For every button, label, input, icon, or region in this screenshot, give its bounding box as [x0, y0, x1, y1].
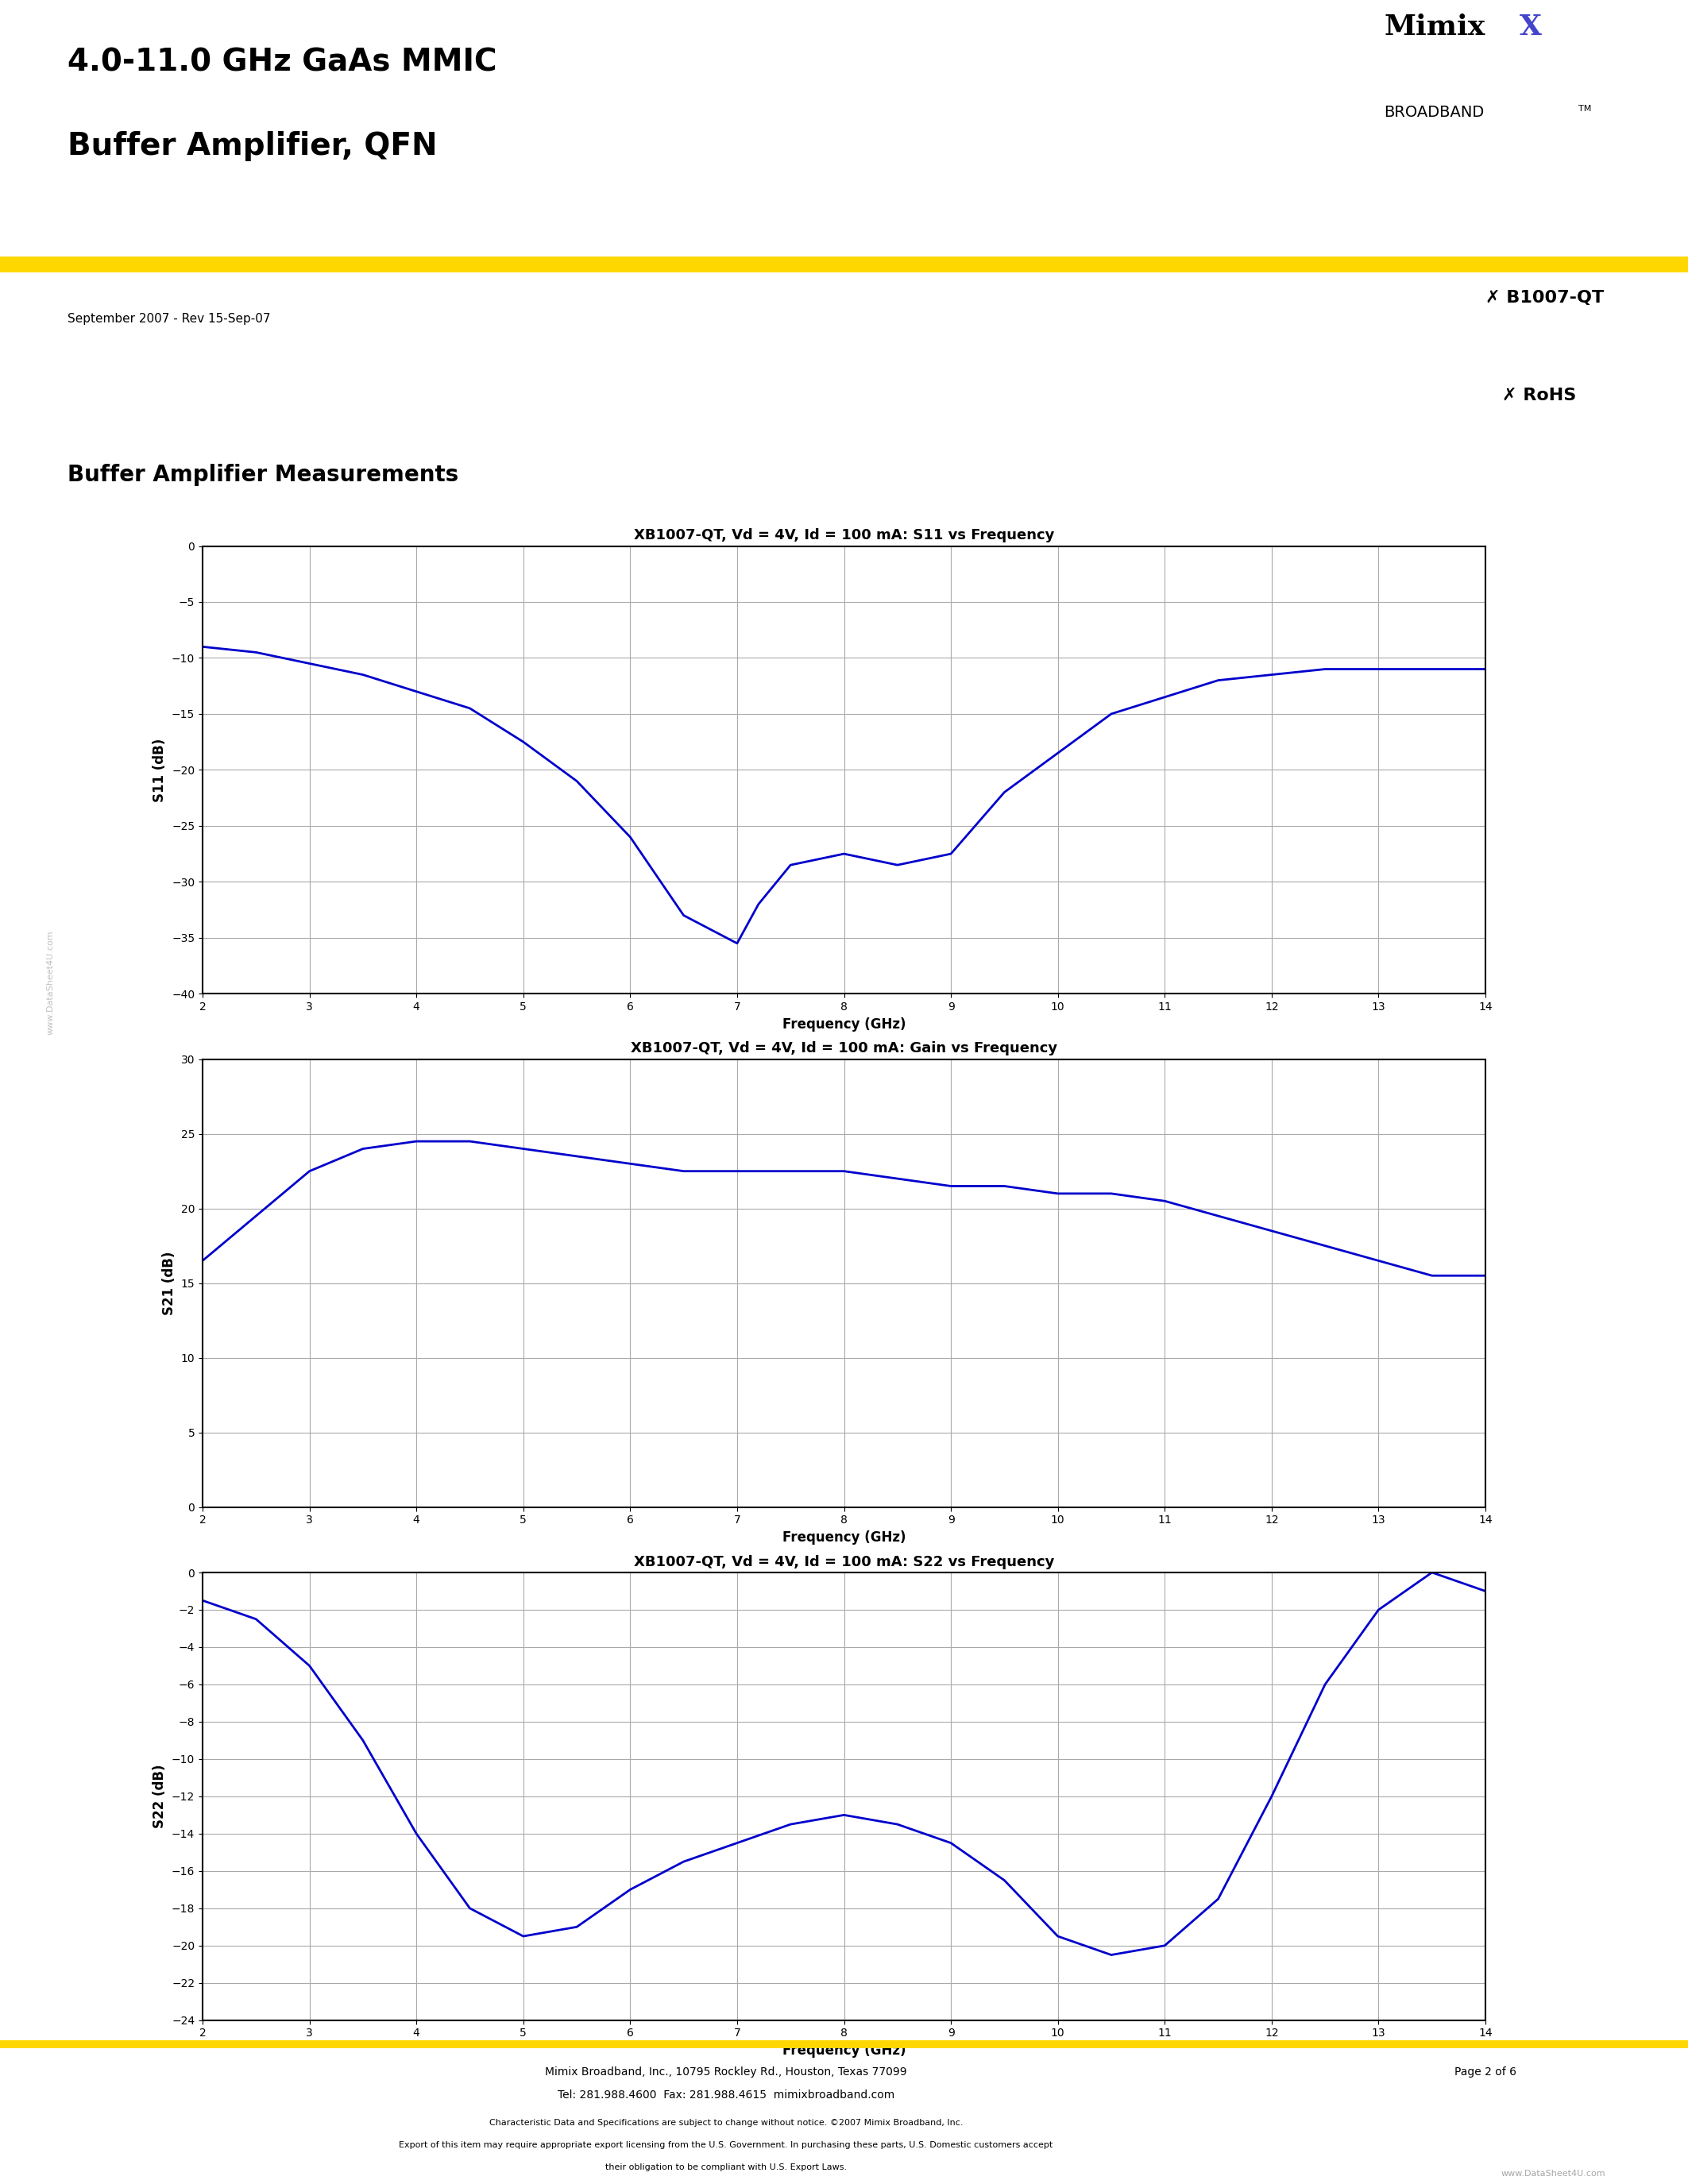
Text: September 2007 - Rev 15-Sep-07: September 2007 - Rev 15-Sep-07	[68, 312, 270, 325]
Text: BROADBAND: BROADBAND	[1384, 105, 1484, 120]
Y-axis label: S21 (dB): S21 (dB)	[162, 1251, 177, 1315]
Y-axis label: S11 (dB): S11 (dB)	[154, 738, 167, 802]
Text: Page 2 of 6: Page 2 of 6	[1455, 2066, 1516, 2077]
Text: www.DataSheet4U.com: www.DataSheet4U.com	[47, 930, 54, 1035]
Text: Buffer Amplifier, QFN: Buffer Amplifier, QFN	[68, 131, 437, 162]
X-axis label: Frequency (GHz): Frequency (GHz)	[782, 2044, 906, 2057]
Text: ✗ RoHS: ✗ RoHS	[1502, 387, 1577, 404]
Title: XB1007-QT, Vd = 4V, Id = 100 mA: S11 vs Frequency: XB1007-QT, Vd = 4V, Id = 100 mA: S11 vs …	[633, 529, 1055, 542]
X-axis label: Frequency (GHz): Frequency (GHz)	[782, 1531, 906, 1544]
Title: XB1007-QT, Vd = 4V, Id = 100 mA: S22 vs Frequency: XB1007-QT, Vd = 4V, Id = 100 mA: S22 vs …	[633, 1555, 1055, 1568]
Text: Export of this item may require appropriate export licensing from the U.S. Gover: Export of this item may require appropri…	[398, 2140, 1053, 2149]
Text: Mimix Broadband, Inc., 10795 Rockley Rd., Houston, Texas 77099: Mimix Broadband, Inc., 10795 Rockley Rd.…	[545, 2066, 906, 2077]
Text: Tel: 281.988.4600  Fax: 281.988.4615  mimixbroadband.com: Tel: 281.988.4600 Fax: 281.988.4615 mimi…	[557, 2090, 895, 2101]
Title: XB1007-QT, Vd = 4V, Id = 100 mA: Gain vs Frequency: XB1007-QT, Vd = 4V, Id = 100 mA: Gain vs…	[631, 1042, 1057, 1055]
Text: their obligation to be compliant with U.S. Export Laws.: their obligation to be compliant with U.…	[604, 2162, 847, 2171]
Text: X: X	[1519, 13, 1541, 39]
Text: Mimix: Mimix	[1384, 13, 1485, 39]
Text: Buffer Amplifier Measurements: Buffer Amplifier Measurements	[68, 463, 459, 487]
Y-axis label: S22 (dB): S22 (dB)	[154, 1765, 167, 1828]
X-axis label: Frequency (GHz): Frequency (GHz)	[782, 1018, 906, 1031]
Text: 4.0-11.0 GHz GaAs MMIC: 4.0-11.0 GHz GaAs MMIC	[68, 48, 496, 76]
Text: TM: TM	[1578, 105, 1592, 114]
Text: ✗ B1007-QT: ✗ B1007-QT	[1485, 290, 1604, 306]
Text: www.DataSheet4U.com: www.DataSheet4U.com	[1501, 2169, 1605, 2177]
Text: Characteristic Data and Specifications are subject to change without notice. ©20: Characteristic Data and Specifications a…	[490, 2118, 962, 2127]
